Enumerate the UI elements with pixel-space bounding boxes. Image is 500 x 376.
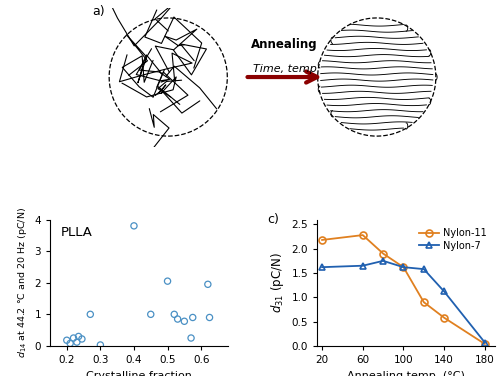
Nylon-7 <box>360 264 366 268</box>
Nylon-7 <box>482 340 488 345</box>
Point <box>96 342 104 348</box>
Y-axis label: $d_{14}$ at 44.2 °C and 20 Hz (pC/N): $d_{14}$ at 44.2 °C and 20 Hz (pC/N) <box>16 207 29 358</box>
Line: Nylon-11: Nylon-11 <box>318 232 488 347</box>
Point <box>74 334 82 340</box>
X-axis label: Crystalline fraction: Crystalline fraction <box>86 370 192 376</box>
Nylon-11 <box>421 300 427 305</box>
Line: Nylon-7: Nylon-7 <box>318 258 488 346</box>
Nylon-7 <box>319 265 325 270</box>
Nylon-7 <box>441 289 447 294</box>
Point <box>147 311 155 317</box>
Text: c): c) <box>267 213 279 226</box>
Point <box>164 278 172 284</box>
Point <box>206 314 214 320</box>
Point <box>188 314 196 320</box>
Nylon-11 <box>360 233 366 237</box>
Point <box>63 337 71 343</box>
Nylon-7 <box>421 267 427 271</box>
Point <box>73 339 81 345</box>
Text: Time, temp: Time, temp <box>252 64 316 74</box>
Nylon-11 <box>319 238 325 242</box>
Point <box>174 316 182 322</box>
Point <box>66 340 74 346</box>
Point <box>78 336 86 342</box>
Text: a): a) <box>92 5 104 18</box>
Legend: Nylon-11, Nylon-7: Nylon-11, Nylon-7 <box>416 224 490 255</box>
Nylon-11 <box>482 342 488 346</box>
Text: Annealing: Annealing <box>252 38 318 51</box>
Point <box>187 335 195 341</box>
Text: PLLA: PLLA <box>60 226 92 239</box>
Point <box>180 318 188 324</box>
Point <box>86 311 94 317</box>
Nylon-7 <box>380 259 386 263</box>
Nylon-11 <box>380 251 386 256</box>
Point <box>130 223 138 229</box>
Point <box>170 311 178 317</box>
Nylon-11 <box>441 315 447 320</box>
Y-axis label: $d_{31}$ (pC/N): $d_{31}$ (pC/N) <box>269 252 286 313</box>
X-axis label: Annealing temp. (°C): Annealing temp. (°C) <box>347 370 465 376</box>
Nylon-11 <box>400 265 406 270</box>
Point <box>204 281 212 287</box>
Point <box>70 335 78 341</box>
Nylon-7 <box>400 265 406 270</box>
